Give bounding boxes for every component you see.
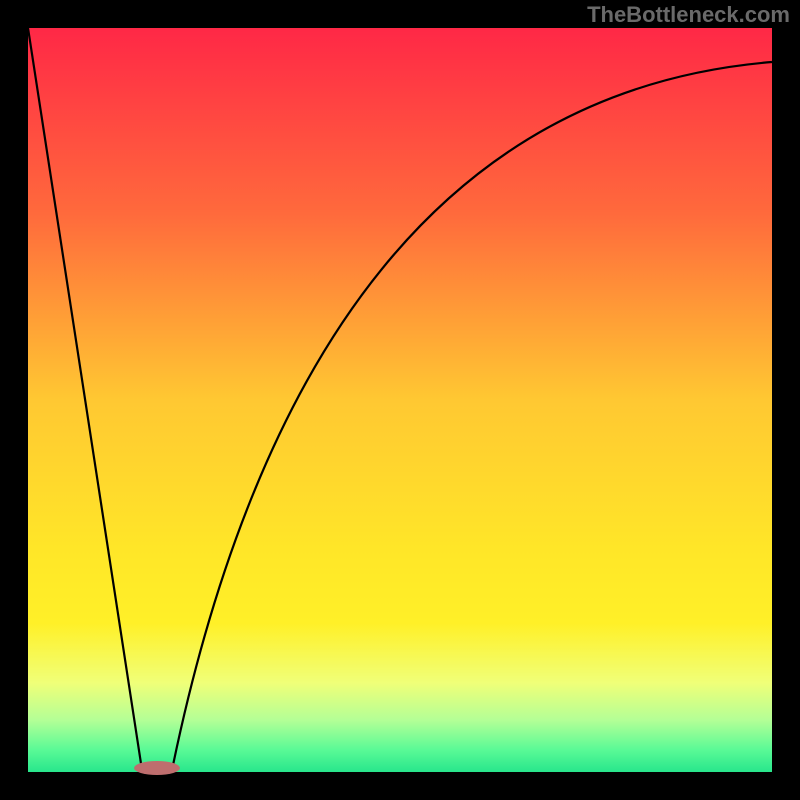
- watermark-text: TheBottleneck.com: [587, 2, 790, 28]
- gradient-chart: [0, 0, 800, 800]
- plot-background: [28, 28, 772, 772]
- chart-container: TheBottleneck.com: [0, 0, 800, 800]
- bottleneck-marker: [134, 761, 180, 775]
